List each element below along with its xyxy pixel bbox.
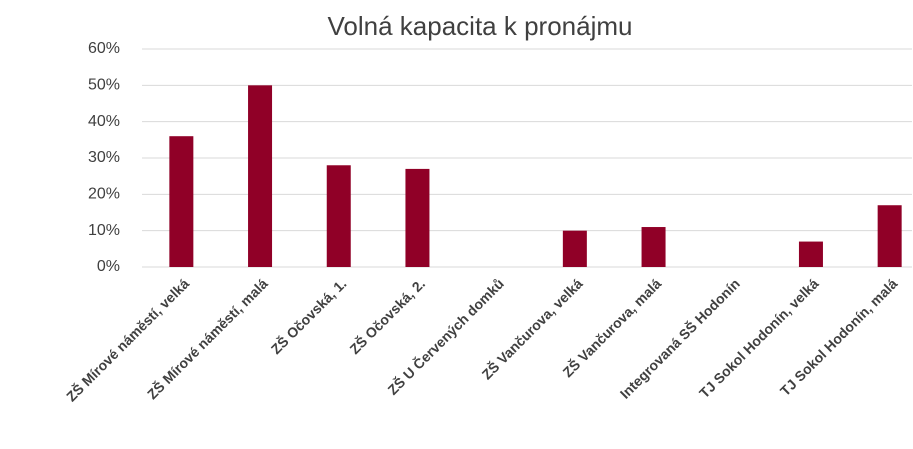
y-tick-label: 50% (88, 77, 120, 94)
x-tick-label: ZŠ Mírové náměstí, velká (62, 275, 192, 405)
bar (405, 168, 430, 267)
bar (326, 165, 351, 267)
y-tick-label: 60% (88, 40, 120, 57)
x-tick-label: ZŠ Očovská, 2. (346, 275, 428, 357)
bar (798, 241, 823, 267)
x-tick-label: ZŠ Očovská, 1. (267, 275, 349, 357)
bar (877, 205, 902, 267)
bar (248, 85, 273, 267)
bar (641, 227, 666, 267)
bar (169, 136, 194, 267)
y-tick-label: 30% (88, 149, 120, 166)
y-tick-label: 40% (88, 113, 120, 130)
y-tick-label: 0% (97, 258, 120, 275)
bar (562, 230, 587, 267)
y-tick-label: 20% (88, 186, 120, 203)
y-tick-label: 10% (88, 222, 120, 239)
chart-title: Volná kapacita k pronájmu (328, 11, 633, 41)
